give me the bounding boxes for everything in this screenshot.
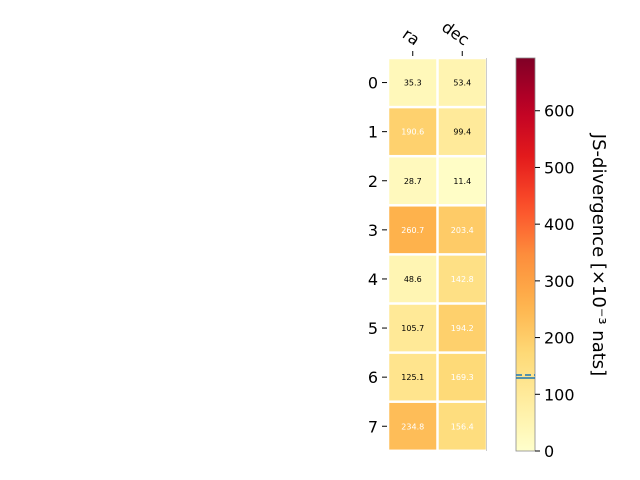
row-labels: 0 1 2 3 4 5 6 7 (368, 74, 387, 436)
heatmap-cell (389, 255, 437, 303)
cell-value-label: 125.1 (401, 373, 424, 382)
cell-value-label: 190.6 (401, 128, 424, 137)
row-label: 7 (368, 417, 378, 436)
cell-value-label: 48.6 (404, 275, 422, 284)
heatmap-cell (389, 353, 437, 401)
heatmap-cell (438, 108, 486, 155)
column-label: ra (399, 24, 423, 49)
cell-value-label: 105.7 (401, 324, 424, 333)
colorbar-label: JS-divergence [×10⁻³ nats] (588, 133, 609, 376)
row-label: 0 (368, 74, 378, 93)
cell-value-label: 260.7 (401, 226, 424, 235)
colorbar-tick-label: 300 (544, 272, 575, 291)
cell-value-label: 156.4 (451, 422, 474, 431)
colorbar-tick-label: 400 (544, 215, 575, 234)
heatmap-cell (438, 206, 486, 254)
colorbar: 0 100 200 300 400 500 600 (515, 57, 575, 461)
row-label: 1 (368, 123, 378, 142)
heatmap-cell (389, 402, 437, 450)
heatmap-cell (389, 304, 437, 352)
heatmap-cell (389, 206, 437, 254)
heatmap-cell (438, 59, 486, 106)
cell-value-label: 11.4 (453, 177, 471, 186)
cell-value-label: 28.7 (404, 177, 422, 186)
heatmap-cell (389, 59, 437, 106)
heatmap-cell (438, 255, 486, 303)
row-label: 4 (368, 270, 378, 289)
heatmap-cells: 35.3 53.4 190.6 99.4 28.7 11.4 260.7 203.4 48.6 1… (389, 59, 486, 450)
row-label: 6 (368, 368, 378, 387)
cell-value-label: 203.4 (451, 226, 474, 235)
heatmap-cell (389, 157, 437, 205)
colorbar-tick-label: 100 (544, 385, 575, 404)
row-label: 2 (368, 172, 378, 191)
column-label: dec (438, 17, 472, 49)
colorbar-tick-label: 200 (544, 329, 575, 348)
cell-value-label: 142.8 (451, 275, 474, 284)
row-label: 3 (368, 221, 378, 240)
colorbar-gradient (515, 57, 536, 452)
cell-value-label: 99.4 (453, 128, 471, 137)
row-label: 5 (368, 319, 378, 338)
heatmap-cell (389, 108, 437, 155)
cell-value-label: 53.4 (453, 79, 471, 88)
cell-value-label: 169.3 (451, 373, 474, 382)
column-labels: ra dec (399, 17, 473, 56)
heatmap-cell (438, 353, 486, 401)
cell-value-label: 234.8 (401, 422, 424, 431)
colorbar-tick-label: 600 (544, 102, 575, 121)
colorbar-tick-label: 0 (544, 442, 554, 461)
heatmap-cell (438, 157, 486, 205)
heatmap-cell (438, 304, 486, 352)
colorbar-tick-label: 500 (544, 158, 575, 177)
cell-value-label: 194.2 (451, 324, 474, 333)
heatmap-cell (438, 402, 486, 450)
cell-value-label: 35.3 (404, 79, 422, 88)
